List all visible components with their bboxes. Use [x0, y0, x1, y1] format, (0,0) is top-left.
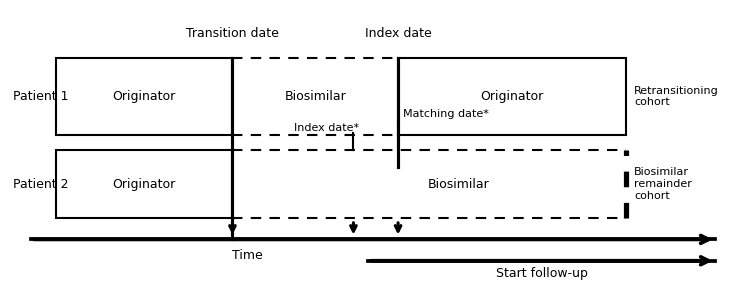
- Text: Originator: Originator: [481, 90, 544, 103]
- Text: Biosimilar: Biosimilar: [285, 90, 346, 103]
- Text: Biosimilar
remainder
cohort: Biosimilar remainder cohort: [634, 168, 692, 201]
- Bar: [398, 58, 626, 136]
- Text: Patient 1: Patient 1: [13, 90, 69, 103]
- Text: Biosimilar: Biosimilar: [428, 177, 490, 190]
- Text: Transition date: Transition date: [186, 27, 279, 40]
- Text: Patient 2: Patient 2: [13, 177, 69, 190]
- Text: Time: Time: [232, 249, 263, 262]
- Bar: [56, 58, 233, 136]
- Text: Index date*: Index date*: [294, 123, 359, 132]
- Text: Originator: Originator: [113, 177, 176, 190]
- Text: Retransitioning
cohort: Retransitioning cohort: [634, 86, 719, 107]
- Text: Originator: Originator: [113, 90, 176, 103]
- Text: Matching date*: Matching date*: [403, 109, 489, 119]
- Text: Start follow-up: Start follow-up: [496, 267, 588, 280]
- Bar: [56, 150, 233, 218]
- Text: Index date: Index date: [365, 27, 432, 40]
